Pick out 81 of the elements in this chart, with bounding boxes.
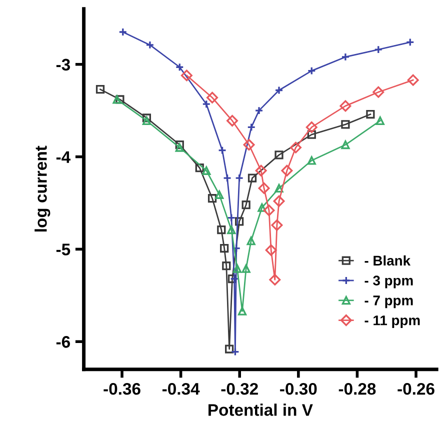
point [227,213,236,222]
point [254,106,264,115]
point [202,166,211,175]
point [175,143,184,152]
point [242,264,250,273]
point [376,116,384,126]
x-tick-label: -0.26 [398,382,434,395]
point [281,164,293,176]
point [307,156,316,165]
y-axis-title: log current [34,146,50,232]
point [341,52,350,62]
x-tick-label: -0.32 [221,382,258,395]
point [208,194,217,203]
x-tick-label: -0.30 [280,382,317,395]
point [112,95,122,104]
point [243,139,255,151]
point [269,274,281,286]
point [206,92,218,104]
y-tick-label: -6 [56,336,70,348]
point [220,244,229,253]
point [116,95,124,104]
point [255,164,267,176]
x-tick-label: -0.28 [338,382,376,395]
point [228,274,237,284]
point [258,182,270,194]
point [142,116,152,126]
point [274,86,284,95]
point [306,121,318,133]
point [307,66,316,76]
point [247,122,256,132]
point [232,264,242,273]
point [218,146,227,155]
point [265,244,277,256]
point [180,70,192,82]
point [366,110,375,119]
point [248,174,257,182]
point [222,174,232,182]
point [274,150,284,160]
point [290,142,302,154]
point [238,306,247,316]
y-tick-label: -3 [56,58,70,71]
point [142,114,152,122]
point [195,164,204,172]
point [96,85,105,94]
point [271,219,283,231]
point [263,204,275,216]
point [230,347,240,356]
point [340,100,352,112]
y-tick-label: -5 [56,244,70,256]
point [202,100,211,108]
point [215,190,224,199]
point [374,45,383,54]
point [227,225,236,234]
point [175,140,184,150]
x-tick-label: -0.34 [162,382,200,395]
point [242,200,250,210]
y-tick-label: -4 [56,151,71,163]
point [146,40,154,50]
point [407,74,419,86]
point [307,130,316,139]
point [235,217,244,226]
legend-label: - Blank [364,255,411,266]
point [273,195,285,207]
legend-label: - 7 ppm [364,296,413,308]
point [258,203,266,212]
point [246,236,256,246]
point [217,225,226,234]
point [372,86,384,98]
legend-label: - 3 ppm [364,276,413,288]
point [341,120,350,129]
point [230,274,239,284]
point [226,114,238,126]
point [222,262,231,270]
point [341,140,350,150]
legend-label: - 11 ppm [364,316,420,328]
point [225,344,234,354]
point [175,62,184,72]
point [235,174,244,182]
x-axis-title: Potential in V [208,404,313,416]
x-tick-label: -0.36 [104,382,140,395]
point [274,184,284,193]
